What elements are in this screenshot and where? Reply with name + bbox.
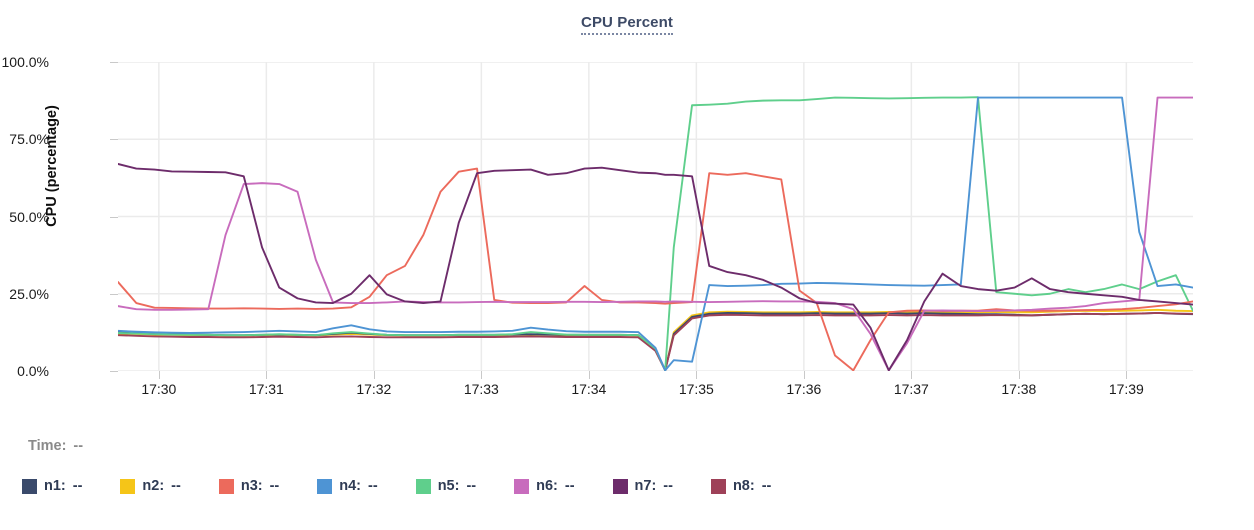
legend-series-name: n4: [339, 478, 362, 494]
series-line-n8 [118, 311, 1193, 371]
legend-series-name: n7: [634, 478, 657, 494]
legend-color-swatch [218, 478, 234, 494]
legend-series-value: -- [171, 478, 181, 494]
x-axis-tick-mark [588, 371, 590, 379]
x-axis-tick-mark [911, 371, 913, 379]
plot-wrapper: CPU (percentage) 0.0% 25.0% 50.0% 75.0% 100.… [1, 54, 1193, 397]
legend-series-value: -- [269, 478, 280, 494]
legend-series-value: -- [466, 478, 477, 494]
legend-series-value: -- [564, 478, 575, 494]
y-axis-tick-mark [110, 371, 118, 372]
legend-color-swatch [514, 478, 530, 494]
legend-series-name: n8: [732, 478, 755, 494]
legend-series-name: n6: [536, 478, 558, 494]
y-axis-tick-mark [110, 216, 118, 218]
legend-item-n4[interactable]: n4: -- [317, 478, 378, 494]
x-axis-tick-label: 17:37 [893, 381, 929, 397]
legend-time-row: Time: -- [28, 438, 83, 454]
x-axis-tick-mark [803, 371, 805, 379]
x-axis-tick-mark [1126, 371, 1128, 379]
legend-series-value: -- [761, 478, 772, 494]
x-axis-tick-label: 17:36 [786, 381, 822, 397]
series-canvas [118, 62, 1193, 371]
x-axis-tick-mark [266, 371, 268, 379]
y-axis-tick-mark [110, 139, 118, 141]
x-axis-tick-label: 17:32 [356, 381, 392, 397]
y-axis-tick-mark [110, 293, 118, 295]
legend-series-value: -- [663, 478, 673, 494]
series-line-n4 [118, 96, 1193, 371]
legend-series-value: -- [72, 478, 83, 494]
legend-item-n1[interactable]: n1: -- [22, 478, 82, 494]
page-title: CPU Percent [0, 14, 1254, 35]
legend-time-value: -- [73, 438, 84, 454]
x-axis-tick-mark [158, 371, 160, 379]
legend-series-value: -- [368, 478, 378, 494]
legend-item-n8[interactable]: n8: -- [710, 478, 772, 494]
legend-item-n6[interactable]: n6: -- [514, 478, 575, 494]
plot-area[interactable] [118, 62, 1193, 371]
x-axis-tick-label: 17:33 [463, 381, 499, 397]
x-axis-tick-label: 17:39 [1108, 381, 1144, 397]
y-axis-tick-label: 25.0% [9, 285, 49, 302]
legend-series-row: n1: -- n2: -- n3: -- n4: -- n5: -- n6: -- n7: -- n8: -- [22, 478, 809, 494]
x-axis-tick-mark [481, 371, 483, 379]
x-axis-tick-mark [696, 371, 698, 379]
legend-color-swatch [120, 478, 136, 494]
series-line-n6 [118, 96, 1193, 371]
y-axis-tick-label: 0.0% [17, 363, 49, 379]
x-axis-tick-label: 17:31 [248, 381, 284, 397]
x-axis-tick-label: 17:30 [141, 381, 177, 397]
chart-title-text: CPU Percent [581, 14, 673, 35]
legend-series-name: n1: [44, 478, 66, 494]
series-line-n1 [118, 311, 1193, 371]
legend-time-label: Time: [28, 438, 67, 454]
legend-series-name: n2: [142, 478, 165, 494]
legend-color-swatch [317, 478, 333, 494]
series-line-n3 [118, 167, 1193, 371]
x-axis-tick-label: 17:34 [571, 381, 607, 397]
y-axis-label: CPU (percentage) [44, 105, 60, 227]
legend-color-swatch [612, 478, 628, 494]
x-axis-tick-mark [373, 371, 375, 379]
series-line-n5 [118, 96, 1193, 371]
x-axis-tick-mark [1018, 371, 1020, 379]
legend-color-swatch [710, 478, 726, 494]
y-axis-tick-label: 100.0% [1, 54, 49, 70]
series-line-n2 [118, 308, 1193, 371]
legend-item-n5[interactable]: n5: -- [415, 478, 477, 494]
legend-item-n3[interactable]: n3: -- [218, 478, 280, 494]
legend-item-n7[interactable]: n7: -- [612, 478, 673, 494]
series-line-n7 [118, 163, 1193, 371]
legend-item-n2[interactable]: n2: -- [120, 478, 181, 494]
x-axis-tick-label: 17:35 [678, 381, 714, 397]
legend-color-swatch [22, 478, 37, 494]
y-axis-tick-label: 50.0% [9, 208, 49, 225]
x-axis-tick-label: 17:38 [1001, 381, 1037, 397]
y-axis-tick-mark [110, 62, 118, 63]
legend-color-swatch [415, 478, 431, 494]
y-axis-tick-label: 75.0% [9, 131, 49, 148]
legend-series-name: n3: [240, 478, 263, 494]
legend-series-name: n5: [437, 478, 460, 494]
